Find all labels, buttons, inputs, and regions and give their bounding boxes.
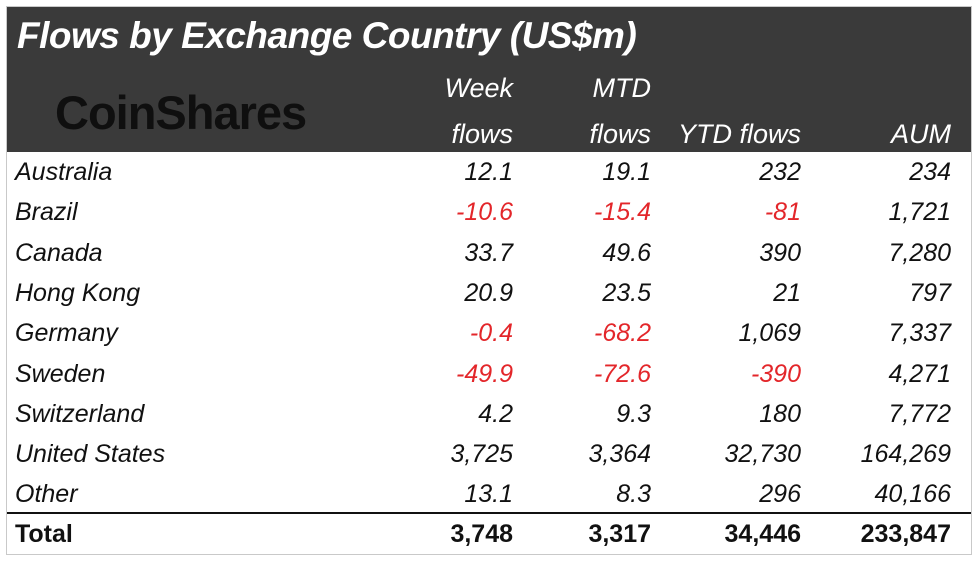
col-mtd-header-line2: flows	[589, 119, 651, 149]
row-country: Brazil	[15, 198, 78, 227]
cell-aum: 7,772	[888, 399, 951, 428]
cell-mtd: 8.3	[616, 480, 651, 509]
table-title: Flows by Exchange Country (US$m)	[17, 15, 637, 56]
table-row: Australia 12.1 19.1 232 234	[7, 152, 971, 192]
cell-mtd: 3,364	[588, 440, 651, 469]
cell-mtd: 19.1	[602, 158, 651, 186]
row-country: Other	[15, 480, 78, 509]
cell-ytd: 1,069	[738, 319, 801, 348]
total-mtd: 3,317	[588, 520, 651, 548]
total-aum: 233,847	[860, 520, 951, 548]
cell-week: 3,725	[450, 440, 513, 469]
row-country: Canada	[15, 238, 103, 267]
row-country: Germany	[15, 319, 118, 348]
total-row: Total 3,748 3,317 34,446 233,847	[7, 514, 971, 554]
cell-week: 20.9	[464, 278, 513, 307]
coinshares-logo: CoinShares	[55, 86, 307, 139]
total-ytd: 34,446	[724, 520, 801, 548]
cell-mtd: -15.4	[594, 198, 651, 227]
table-row: Other 13.1 8.3 296 40,166	[7, 474, 971, 514]
cell-ytd: 232	[759, 158, 801, 186]
cell-aum: 7,337	[888, 319, 951, 348]
row-country: United States	[15, 440, 166, 469]
cell-week: 33.7	[464, 238, 513, 267]
table-row: Brazil -10.6 -15.4 -81 1,721	[7, 192, 971, 232]
cell-aum: 797	[909, 278, 951, 307]
total-week: 3,748	[450, 520, 513, 548]
cell-ytd: 296	[759, 480, 801, 509]
cell-ytd: 180	[759, 399, 801, 428]
cell-mtd: -68.2	[594, 319, 651, 348]
cell-week: 12.1	[464, 158, 513, 186]
cell-week: -0.4	[469, 319, 513, 348]
cell-mtd: 23.5	[602, 278, 651, 307]
cell-ytd: 21	[773, 278, 801, 307]
cell-mtd: -72.6	[594, 359, 651, 388]
cell-week: 13.1	[464, 480, 513, 509]
cell-week: -10.6	[456, 198, 513, 227]
cell-aum: 40,166	[874, 480, 951, 509]
col-week-header-line2: flows	[451, 119, 513, 149]
table-row: Germany -0.4 -68.2 1,069 7,337	[7, 313, 971, 353]
col-aum-header: AUM	[891, 119, 951, 149]
cell-aum: 4,271	[888, 359, 951, 388]
col-ytd-header: YTD flows	[677, 119, 801, 149]
cell-ytd: 390	[759, 238, 801, 267]
cell-ytd: -81	[764, 198, 801, 227]
table-row: Sweden -49.9 -72.6 -390 4,271	[7, 354, 971, 394]
total-divider	[7, 512, 971, 514]
col-week-header-line1: Week	[444, 73, 513, 103]
row-country: Australia	[15, 158, 113, 186]
cell-week: 4.2	[478, 399, 513, 428]
table-row: Canada 33.7 49.6 390 7,280	[7, 233, 971, 273]
flows-table: Flows by Exchange Country (US$m) CoinSha…	[6, 6, 972, 555]
table-header: Flows by Exchange Country (US$m) CoinSha…	[7, 7, 971, 152]
total-label: Total	[15, 520, 73, 548]
cell-ytd: 32,730	[724, 440, 801, 469]
cell-aum: 234	[909, 158, 951, 186]
row-country: Hong Kong	[15, 278, 141, 307]
table-row: Switzerland 4.2 9.3 180 7,772	[7, 394, 971, 434]
cell-ytd: -390	[750, 359, 801, 388]
table-row: United States 3,725 3,364 32,730 164,269	[7, 434, 971, 474]
col-mtd-header-line1: MTD	[592, 73, 651, 103]
cell-aum: 164,269	[860, 440, 951, 469]
cell-week: -49.9	[456, 359, 513, 388]
cell-aum: 1,721	[888, 198, 951, 227]
cell-mtd: 9.3	[616, 399, 651, 428]
table-row: Hong Kong 20.9 23.5 21 797	[7, 273, 971, 313]
row-country: Switzerland	[15, 399, 145, 428]
row-country: Sweden	[15, 359, 106, 388]
cell-mtd: 49.6	[602, 238, 651, 267]
cell-aum: 7,280	[888, 238, 951, 267]
